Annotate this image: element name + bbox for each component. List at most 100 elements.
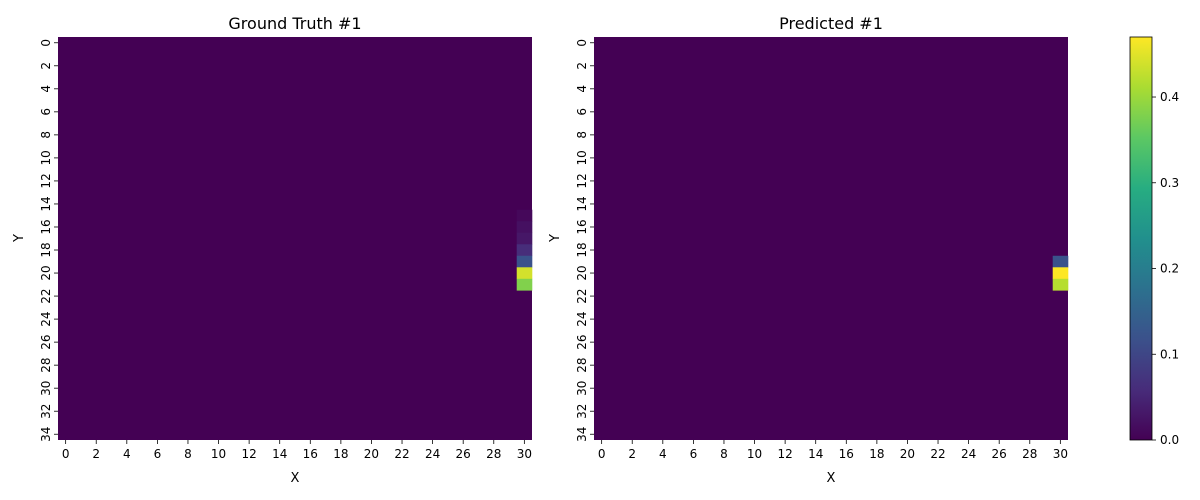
x-tick-label: 26	[992, 447, 1007, 461]
predicted-heatmap-panel: Predicted #1 0 2 4 6 8 10 12 14 16 18 20 22 24 26 28 30…	[548, 14, 1069, 486]
x-tick-label: 28	[1022, 447, 1037, 461]
x-tick-label: 14	[808, 447, 823, 461]
predicted-title: Predicted #1	[779, 14, 883, 33]
y-tick-label: 20	[575, 265, 589, 280]
y-tick-label: 12	[39, 173, 53, 188]
y-tick-label: 24	[39, 311, 53, 326]
x-tick-label: 30	[1053, 447, 1068, 461]
y-tick-label: 2	[39, 62, 53, 70]
x-tick-label: 24	[425, 447, 440, 461]
y-tick-label: 32	[575, 404, 589, 419]
x-tick-label: 12	[241, 447, 256, 461]
colorbar-ticks: 0.0 0.1 0.2 0.3 0.4	[1152, 90, 1179, 447]
ground-truth-heatmap-panel: Ground Truth #1 0 2 4 6 8 10 12 14 16 18 20 22 24 26 2…	[12, 14, 533, 486]
y-tick-label: 0	[575, 39, 589, 47]
x-tick-label: 4	[123, 447, 131, 461]
x-tick-label: 18	[333, 447, 348, 461]
predicted-y-axis-label: Y	[548, 234, 563, 243]
y-tick-label: 22	[39, 288, 53, 303]
heatmap-cell	[516, 232, 533, 245]
y-tick-label: 10	[575, 150, 589, 165]
y-tick-label: 4	[575, 85, 589, 93]
colorbar-tick-label: 0.0	[1160, 433, 1179, 447]
colorbar-tick-label: 0.1	[1160, 347, 1179, 361]
y-tick-label: 14	[39, 196, 53, 211]
ground-truth-x-axis-label: X	[291, 471, 300, 486]
heatmap-cell	[516, 267, 533, 280]
x-tick-label: 16	[303, 447, 318, 461]
x-tick-label: 20	[364, 447, 379, 461]
y-tick-label: 12	[575, 173, 589, 188]
predicted-cells	[594, 37, 1069, 440]
x-tick-label: 30	[517, 447, 532, 461]
y-tick-label: 30	[39, 381, 53, 396]
x-tick-label: 2	[628, 447, 636, 461]
x-tick-label: 8	[184, 447, 192, 461]
heatmap-cell	[1052, 255, 1069, 268]
y-tick-label: 8	[575, 131, 589, 139]
x-tick-label: 4	[659, 447, 667, 461]
y-tick-label: 16	[575, 219, 589, 234]
y-tick-label: 28	[39, 358, 53, 373]
x-tick-label: 0	[598, 447, 606, 461]
y-tick-label: 20	[39, 265, 53, 280]
x-tick-label: 10	[211, 447, 226, 461]
x-tick-label: 22	[930, 447, 945, 461]
y-tick-label: 34	[39, 427, 53, 442]
x-tick-label: 2	[92, 447, 100, 461]
ground-truth-title: Ground Truth #1	[228, 14, 361, 33]
x-tick-label: 14	[272, 447, 287, 461]
heatmap-cell	[516, 278, 533, 291]
heatmap-cell	[516, 255, 533, 268]
y-tick-label: 34	[575, 427, 589, 442]
ground-truth-y-axis-label: Y	[12, 234, 27, 243]
x-tick-label: 22	[394, 447, 409, 461]
heatmap-cell	[1052, 278, 1069, 291]
y-tick-label: 16	[39, 219, 53, 234]
y-tick-label: 10	[39, 150, 53, 165]
x-tick-label: 0	[62, 447, 70, 461]
x-tick-label: 18	[869, 447, 884, 461]
y-tick-label: 28	[575, 358, 589, 373]
ground-truth-x-ticks: 0 2 4 6 8 10 12 14 16 18 20 22 24 26 28 30	[62, 440, 532, 461]
x-tick-label: 12	[777, 447, 792, 461]
ground-truth-cells	[58, 37, 533, 440]
colorbar-tick-label: 0.3	[1160, 176, 1179, 190]
x-tick-label: 20	[900, 447, 915, 461]
y-tick-label: 0	[39, 39, 53, 47]
x-tick-label: 6	[154, 447, 162, 461]
heatmap-cell	[1052, 267, 1069, 280]
y-tick-label: 6	[39, 108, 53, 116]
heatmap-background	[594, 37, 1068, 440]
x-tick-label: 28	[486, 447, 501, 461]
x-tick-label: 6	[690, 447, 698, 461]
heatmap-cell	[516, 221, 533, 234]
y-tick-label: 24	[575, 311, 589, 326]
colorbar: 0.0 0.1 0.2 0.3 0.4	[1129, 36, 1179, 447]
x-tick-label: 16	[839, 447, 854, 461]
y-tick-label: 18	[39, 242, 53, 257]
heatmap-cell	[516, 209, 533, 222]
x-tick-label: 8	[720, 447, 728, 461]
heatmap-background	[58, 37, 532, 440]
predicted-x-axis-label: X	[827, 471, 836, 486]
x-tick-label: 26	[456, 447, 471, 461]
x-tick-label: 24	[961, 447, 976, 461]
y-tick-label: 26	[39, 334, 53, 349]
colorbar-gradient	[1129, 36, 1153, 441]
y-tick-label: 4	[39, 85, 53, 93]
y-tick-label: 8	[39, 131, 53, 139]
heatmap-cell	[516, 244, 533, 257]
y-tick-label: 26	[575, 334, 589, 349]
y-tick-label: 6	[575, 108, 589, 116]
y-tick-label: 2	[575, 62, 589, 70]
predicted-x-ticks: 0 2 4 6 8 10 12 14 16 18 20 22 24 26 28 30	[598, 440, 1068, 461]
y-tick-label: 22	[575, 288, 589, 303]
y-tick-label: 32	[39, 404, 53, 419]
x-tick-label: 10	[747, 447, 762, 461]
colorbar-tick-label: 0.4	[1160, 90, 1179, 104]
y-tick-label: 14	[575, 196, 589, 211]
